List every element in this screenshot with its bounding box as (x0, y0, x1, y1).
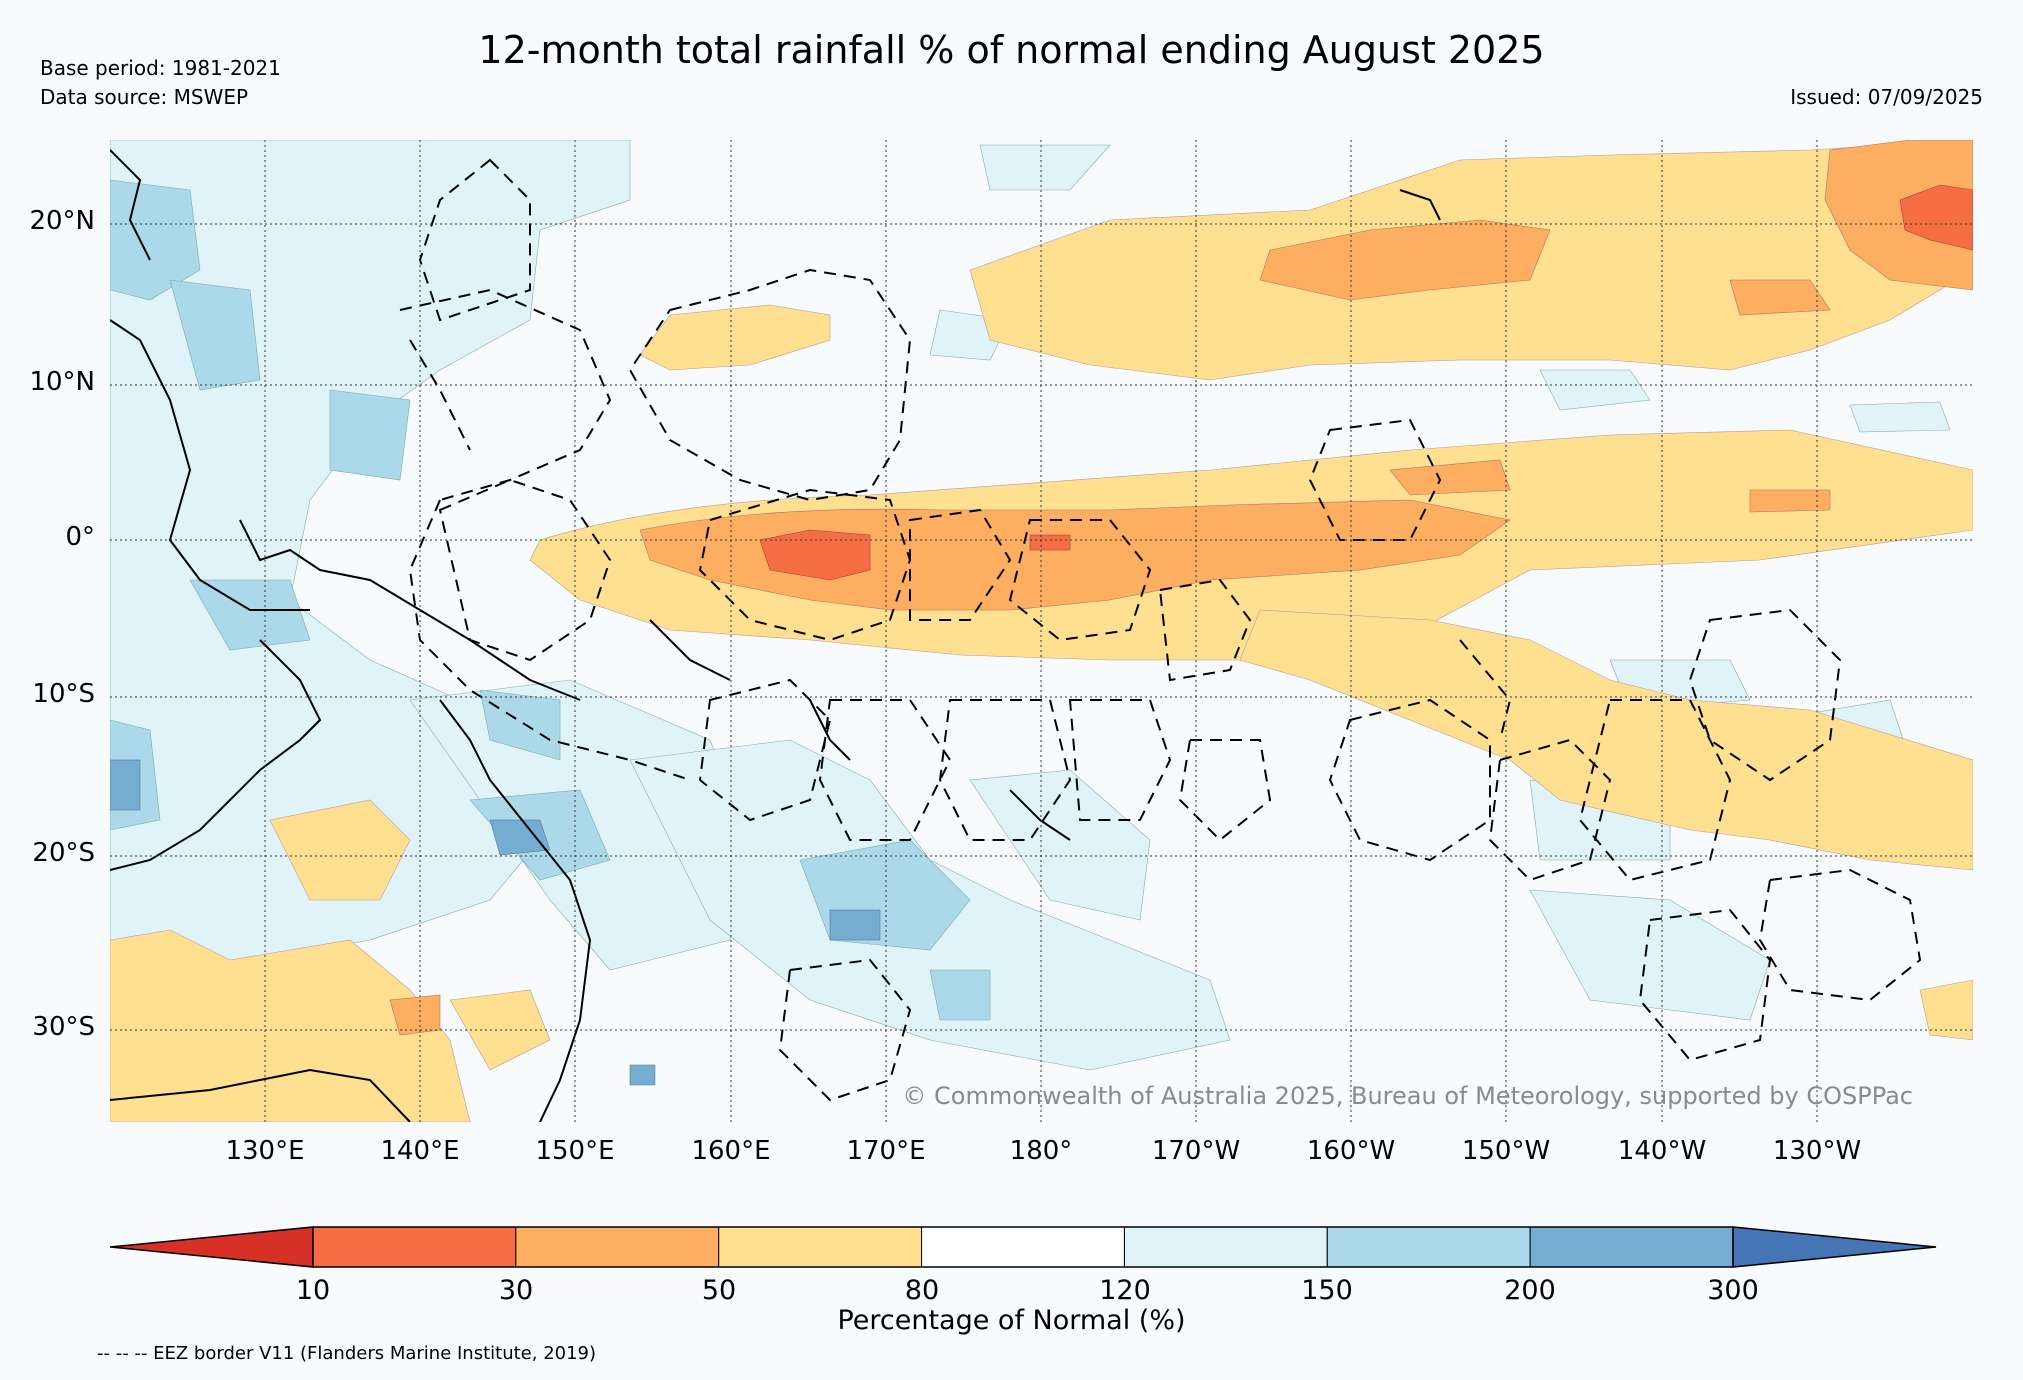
colorbar-tick-10: 10 (295, 1275, 331, 1306)
lon-label-150w: 150°W (1461, 1136, 1551, 1166)
wet-region-dark (110, 759, 881, 1086)
rainfall-map-canvas (110, 140, 1973, 1122)
colorbar-cell (515, 1226, 720, 1268)
dry-region-red (759, 184, 1973, 581)
lat-label-20s: 20°S (32, 838, 95, 868)
colorbar-cell (718, 1226, 923, 1268)
colorbar (110, 1226, 1937, 1268)
lon-label-130e: 130°E (225, 1136, 305, 1166)
lat-label-10n: 10°N (29, 367, 95, 397)
colorbar-tick-30: 30 (498, 1275, 534, 1306)
lat-label-30s: 30°S (32, 1012, 95, 1042)
lon-label-170e: 170°E (846, 1136, 926, 1166)
colorbar-label: Percentage of Normal (%) (837, 1305, 1186, 1336)
base-period-text: Base period: 1981-2021 (40, 56, 281, 80)
colorbar-tick-150: 150 (1301, 1275, 1353, 1306)
colorbar-cell (921, 1226, 1125, 1268)
lat-label-0: 0° (65, 522, 95, 552)
colorbar-tick-50: 50 (701, 1275, 737, 1306)
colorbar-arrow-low (110, 1226, 314, 1268)
lon-label-140w: 140°W (1617, 1136, 1707, 1166)
lon-label-130w: 130°W (1772, 1136, 1862, 1166)
lat-label-20n: 20°N (29, 206, 95, 236)
wet-region-medium (110, 179, 991, 1021)
colorbar-cell (312, 1226, 517, 1268)
copyright-notice: © Commonwealth of Australia 2025, Bureau… (902, 1082, 1913, 1110)
page-title: 12-month total rainfall % of normal endi… (478, 28, 1545, 72)
lon-label-140e: 140°E (380, 1136, 460, 1166)
dry-region-orange (389, 140, 1973, 1036)
lon-label-180: 180° (1009, 1136, 1073, 1166)
issued-date: Issued: 07/09/2025 (1790, 85, 1983, 109)
lon-label-150e: 150°E (535, 1136, 615, 1166)
graticule (110, 140, 1973, 1122)
colorbar-cell (1123, 1226, 1328, 1268)
coastlines (110, 149, 1441, 1122)
lon-label-160w: 160°W (1306, 1136, 1396, 1166)
rainfall-map (110, 140, 1973, 1122)
colorbar-tick-120: 120 (1099, 1275, 1151, 1306)
lon-label-160e: 160°E (691, 1136, 771, 1166)
data-source-text: Data source: MSWEP (40, 85, 249, 109)
eez-border-note: -- -- -- EEZ border V11 (Flanders Marine… (97, 1343, 597, 1364)
lat-label-10s: 10°S (32, 679, 95, 709)
colorbar-tick-300: 300 (1707, 1275, 1759, 1306)
colorbar-tick-200: 200 (1504, 1275, 1556, 1306)
colorbar-arrow-high (1732, 1226, 1937, 1268)
eez-borders (399, 158, 1922, 1102)
colorbar-cell (1529, 1226, 1734, 1268)
lon-label-170w: 170°W (1151, 1136, 1241, 1166)
colorbar-tick-80: 80 (904, 1275, 940, 1306)
colorbar-cell (1326, 1226, 1531, 1268)
